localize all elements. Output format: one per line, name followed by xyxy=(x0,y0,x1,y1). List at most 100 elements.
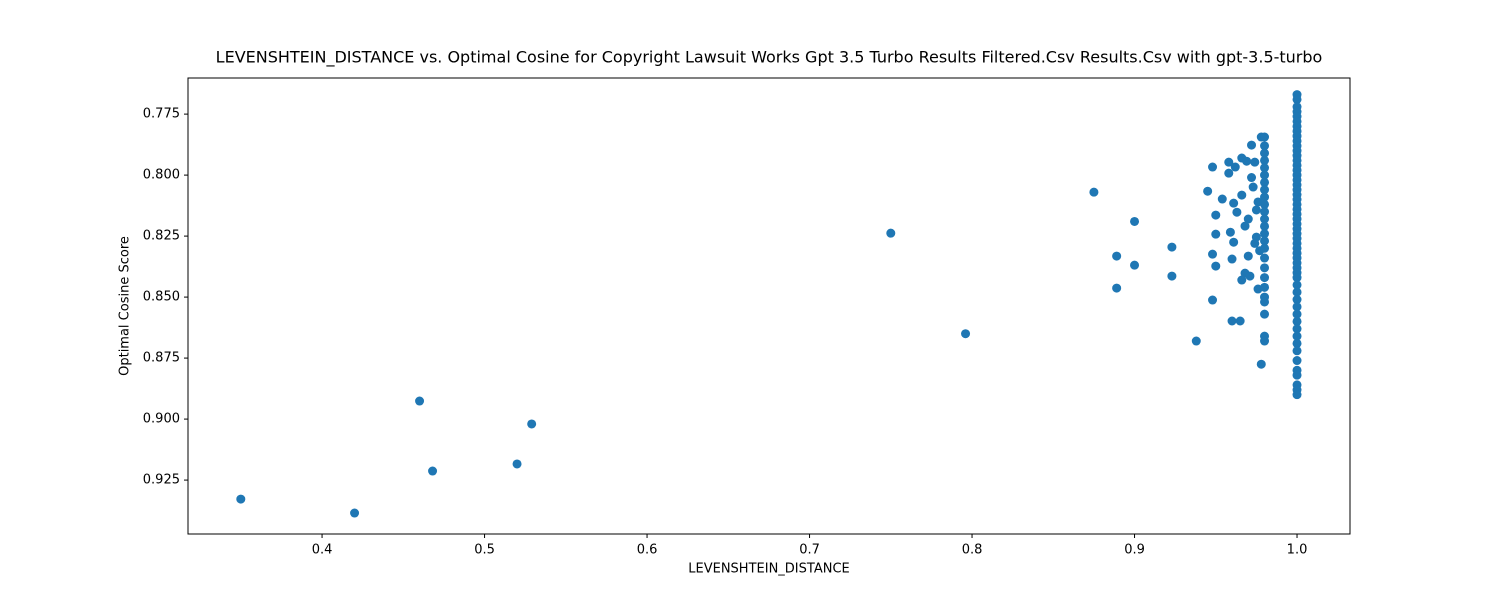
scatter-point xyxy=(236,494,246,504)
y-axis-label: Optimal Cosine Score xyxy=(118,236,133,376)
scatter-point xyxy=(1260,229,1270,239)
scatter-point xyxy=(1245,271,1255,281)
scatter-point xyxy=(1292,280,1302,290)
scatter-point xyxy=(1248,182,1258,192)
scatter-point xyxy=(1260,336,1270,346)
scatter-point xyxy=(1260,170,1270,180)
scatter-point xyxy=(1242,156,1252,166)
scatter-point xyxy=(1240,221,1250,231)
y-tick-label: 0.850 xyxy=(143,290,180,305)
scatter-point xyxy=(1235,316,1245,326)
y-tick-label: 0.925 xyxy=(143,473,180,488)
scatter-point xyxy=(1260,132,1270,142)
y-tick-label: 0.875 xyxy=(143,351,180,366)
scatter-point xyxy=(1130,216,1140,226)
scatter-point xyxy=(1232,207,1242,217)
x-tick-label: 0.7 xyxy=(799,543,820,558)
scatter-point xyxy=(1247,173,1257,183)
x-tick-label: 1.0 xyxy=(1287,543,1308,558)
scatter-point xyxy=(1227,254,1237,264)
scatter-point xyxy=(1260,155,1270,165)
scatter-point xyxy=(415,396,425,406)
scatter-point xyxy=(1208,162,1218,172)
scatter-point xyxy=(1292,338,1302,348)
scatter-point xyxy=(1256,359,1266,369)
scatter-point xyxy=(1243,214,1253,224)
scatter-point xyxy=(1208,249,1218,259)
scatter-point xyxy=(961,329,971,339)
scatter-point xyxy=(1208,295,1218,305)
scatter-point xyxy=(1203,186,1213,196)
scatter-point xyxy=(1247,140,1257,150)
x-tick-label: 0.9 xyxy=(1124,543,1145,558)
scatter-point xyxy=(1112,251,1122,261)
scatter-point xyxy=(1224,157,1234,167)
scatter-point xyxy=(1260,177,1270,187)
scatter-point xyxy=(1260,309,1270,319)
scatter-point xyxy=(1211,229,1221,239)
scatter-point xyxy=(1260,236,1270,246)
scatter-point xyxy=(1211,210,1221,220)
scatter-point xyxy=(1260,263,1270,273)
scatter-point xyxy=(1292,287,1302,297)
scatter-point xyxy=(1227,316,1237,326)
scatter-point xyxy=(1260,214,1270,224)
chart-title: LEVENSHTEIN_DISTANCE vs. Optimal Cosine … xyxy=(216,48,1323,68)
scatter-point xyxy=(1260,243,1270,253)
x-tick-label: 0.8 xyxy=(962,543,983,558)
scatter-point xyxy=(1292,295,1302,305)
scatter-point xyxy=(1243,251,1253,261)
scatter-point xyxy=(1130,260,1140,270)
scatter-point xyxy=(886,228,896,238)
scatter-point xyxy=(1260,199,1270,209)
scatter-point xyxy=(1237,190,1247,200)
plot-frame xyxy=(187,77,1351,535)
scatter-point xyxy=(1292,370,1302,380)
scatter-point xyxy=(1260,297,1270,307)
x-tick-label: 0.5 xyxy=(474,543,495,558)
x-axis-label: LEVENSHTEIN_DISTANCE xyxy=(688,562,849,577)
x-tick-label: 0.4 xyxy=(312,543,333,558)
scatter-point xyxy=(1112,283,1122,293)
scatter-point xyxy=(1292,346,1302,356)
scatter-point xyxy=(1211,261,1221,271)
scatter-point xyxy=(1260,253,1270,263)
scatter-point xyxy=(1292,331,1302,341)
scatter-point xyxy=(1260,185,1270,195)
scatter-point xyxy=(1260,141,1270,151)
y-tick-label: 0.775 xyxy=(143,107,180,122)
scatter-point xyxy=(1292,273,1302,283)
scatter-point xyxy=(1292,324,1302,334)
x-tick-label: 0.6 xyxy=(637,543,658,558)
scatter-point xyxy=(428,466,438,476)
scatter-point xyxy=(1260,192,1270,202)
scatter-point xyxy=(1229,237,1239,247)
scatter-point xyxy=(1260,221,1270,231)
y-tick-label: 0.825 xyxy=(143,229,180,244)
scatter-point xyxy=(1292,309,1302,319)
scatter-point xyxy=(1250,238,1260,248)
scatter-point xyxy=(1250,157,1260,167)
scatter-point xyxy=(1260,148,1270,158)
scatter-point xyxy=(350,508,360,518)
scatter-point xyxy=(512,459,522,469)
scatter-point xyxy=(1292,94,1302,104)
scatter-point xyxy=(1251,205,1261,215)
scatter-point xyxy=(1292,356,1302,366)
scatter-point xyxy=(1229,198,1239,208)
scatter-point xyxy=(1292,316,1302,326)
scatter-point xyxy=(1237,275,1247,285)
scatter-point xyxy=(1191,336,1201,346)
scatter-point xyxy=(1089,187,1099,197)
scatter-point xyxy=(1167,271,1177,281)
scatter-point xyxy=(1230,162,1240,172)
scatter-point xyxy=(1225,227,1235,237)
scatter-point xyxy=(1260,163,1270,173)
scatter-point xyxy=(527,419,537,429)
scatter-point xyxy=(1292,390,1302,400)
scatter-point xyxy=(1260,282,1270,292)
scatter-point xyxy=(1292,302,1302,312)
y-tick-label: 0.900 xyxy=(143,412,180,427)
scatter-point xyxy=(1217,194,1227,204)
